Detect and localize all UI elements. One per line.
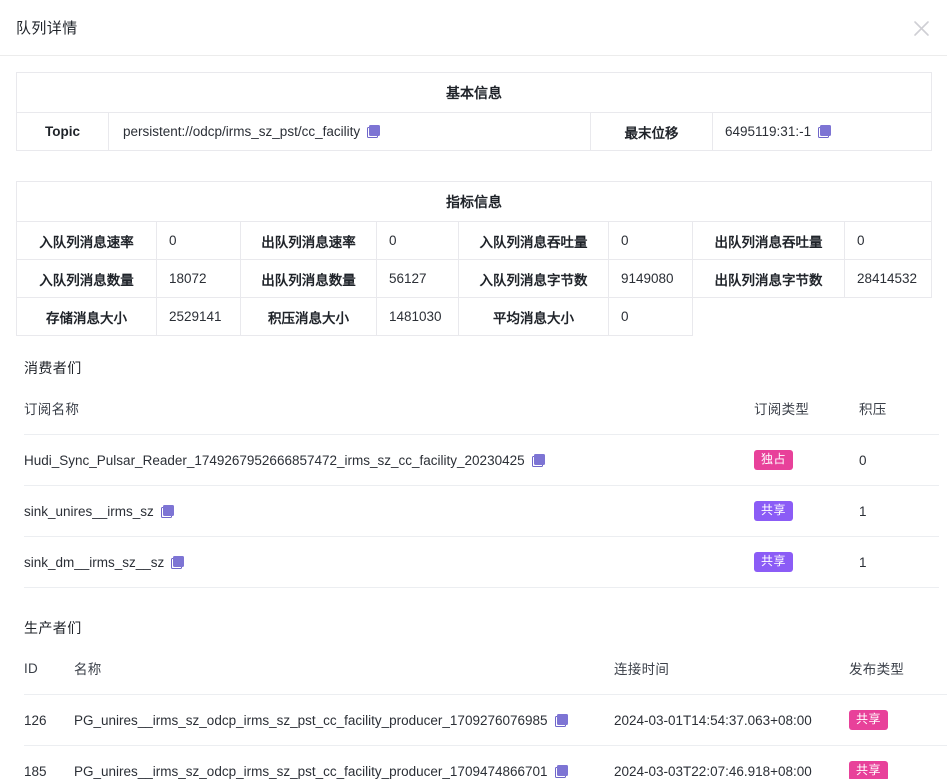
metric-value: 0	[844, 221, 932, 260]
status-badge: 独占	[754, 450, 794, 470]
topic-value: persistent://odcp/irms_sz_pst/cc_facilit…	[108, 112, 591, 151]
metric-value: 18072	[156, 259, 241, 298]
producer-name-text: PG_unires__irms_sz_odcp_irms_sz_pst_cc_f…	[74, 712, 548, 728]
producer-name-text: PG_unires__irms_sz_odcp_irms_sz_pst_cc_f…	[74, 763, 548, 779]
subscription-name-text: sink_dm__irms_sz__sz	[24, 554, 165, 570]
status-badge: 共享	[849, 761, 889, 779]
metrics-caption: 指标信息	[16, 181, 932, 222]
column-header-id: ID	[24, 658, 74, 695]
table-row: 入队列消息数量 18072 出队列消息数量 56127 入队列消息字节数 914…	[16, 259, 932, 298]
copy-icon[interactable]	[160, 504, 174, 518]
column-header-backlog: 积压	[859, 398, 939, 435]
topic-label: Topic	[16, 112, 109, 151]
column-header-subscription-name: 订阅名称	[24, 398, 754, 435]
column-header-subscription-type: 订阅类型	[754, 398, 859, 435]
subscription-type-cell: 独占	[754, 434, 859, 486]
metrics-table: 指标信息 入队列消息速率 0 出队列消息速率 0 入队列消息吞吐量 0 出队列消…	[16, 181, 932, 336]
copy-icon[interactable]	[554, 713, 568, 727]
producer-name-cell: PG_unires__irms_sz_odcp_irms_sz_pst_cc_f…	[74, 694, 614, 746]
table-row: Topic persistent://odcp/irms_sz_pst/cc_f…	[16, 112, 932, 151]
subscription-type-cell: 共享	[754, 536, 859, 588]
page-title: 队列详情	[16, 20, 78, 37]
metric-label: 存储消息大小	[16, 297, 157, 336]
table-header-row: ID 名称 连接时间 发布类型	[24, 658, 947, 695]
metric-label: 平均消息大小	[458, 297, 609, 336]
copy-icon[interactable]	[367, 125, 381, 138]
backlog-cell: 1	[859, 485, 939, 537]
producers-section: 生产者们 ID 名称 连接时间 发布类型 126 PG_unir	[16, 618, 947, 779]
basic-info-table: 基本信息 Topic persistent://odcp/irms_sz_pst…	[16, 72, 932, 151]
metric-label: 出队列消息字节数	[692, 259, 845, 298]
topic-text: persistent://odcp/irms_sz_pst/cc_facilit…	[123, 124, 361, 139]
subscription-name-text: sink_unires__irms_sz	[24, 503, 154, 519]
dialog-body: 基本信息 Topic persistent://odcp/irms_sz_pst…	[0, 72, 947, 779]
copy-icon[interactable]	[818, 125, 832, 138]
producer-type-cell: 共享	[849, 694, 947, 746]
table-row: 指标信息	[16, 181, 932, 222]
table-row: 入队列消息速率 0 出队列消息速率 0 入队列消息吞吐量 0 出队列消息吞吐量 …	[16, 221, 932, 260]
subscription-name-cell: sink_dm__irms_sz__sz	[24, 536, 754, 588]
subscription-name-cell: Hudi_Sync_Pulsar_Reader_1749267952666857…	[24, 434, 754, 486]
table-row: 185 PG_unires__irms_sz_odcp_irms_sz_pst_…	[24, 745, 947, 779]
table-row: Hudi_Sync_Pulsar_Reader_1749267952666857…	[24, 434, 939, 486]
metric-value: 1481030	[376, 297, 459, 336]
table-row: 126 PG_unires__irms_sz_odcp_irms_sz_pst_…	[24, 694, 947, 746]
metric-value: 0	[608, 297, 693, 336]
empty-cell	[692, 297, 845, 336]
table-row: 基本信息	[16, 72, 932, 113]
copy-icon[interactable]	[531, 453, 545, 467]
metric-label: 入队列消息速率	[16, 221, 157, 260]
table-row: sink_dm__irms_sz__sz 共享 1	[24, 536, 939, 588]
empty-cell	[844, 297, 932, 336]
backlog-cell: 0	[859, 434, 939, 486]
metric-label: 出队列消息吞吐量	[692, 221, 845, 260]
consumers-section-title: 消费者们	[24, 360, 82, 376]
consumers-section: 消费者们 订阅名称 订阅类型 积压 Hudi_Sync_Pulsar_Reade…	[16, 358, 939, 588]
backlog-cell: 1	[859, 536, 939, 588]
metric-label: 入队列消息字节数	[458, 259, 609, 298]
metric-value: 0	[608, 221, 693, 260]
column-header-name: 名称	[74, 658, 614, 695]
metric-label: 入队列消息吞吐量	[458, 221, 609, 260]
producer-id-cell: 185	[24, 745, 74, 779]
close-icon[interactable]	[909, 16, 933, 40]
last-offset-text: 6495119:31:-1	[725, 124, 812, 139]
table-row: 存储消息大小 2529141 积压消息大小 1481030 平均消息大小 0	[16, 297, 932, 336]
consumers-table: 订阅名称 订阅类型 积压 Hudi_Sync_Pulsar_Reader_174…	[24, 398, 939, 588]
copy-icon[interactable]	[554, 764, 568, 778]
table-header-row: 订阅名称 订阅类型 积压	[24, 398, 939, 435]
metric-label: 出队列消息速率	[240, 221, 377, 260]
column-header-connect-time: 连接时间	[614, 658, 849, 695]
subscription-type-cell: 共享	[754, 485, 859, 537]
producer-id-cell: 126	[24, 694, 74, 746]
producer-name-cell: PG_unires__irms_sz_odcp_irms_sz_pst_cc_f…	[74, 745, 614, 779]
metric-value: 0	[156, 221, 241, 260]
status-badge: 共享	[754, 501, 794, 521]
last-offset-label: 最末位移	[590, 112, 713, 151]
metric-value: 28414532	[844, 259, 932, 298]
producers-table: ID 名称 连接时间 发布类型 126 PG_unires__irms_sz_o…	[24, 658, 947, 779]
last-offset-value: 6495119:31:-1	[712, 112, 932, 151]
metric-value: 2529141	[156, 297, 241, 336]
subscription-name-cell: sink_unires__irms_sz	[24, 485, 754, 537]
dialog-header: 队列详情	[0, 0, 947, 56]
metric-label: 出队列消息数量	[240, 259, 377, 298]
metric-value: 56127	[376, 259, 459, 298]
producer-type-cell: 共享	[849, 745, 947, 779]
subscription-name-text: Hudi_Sync_Pulsar_Reader_1749267952666857…	[24, 452, 525, 468]
metric-value: 0	[376, 221, 459, 260]
producer-connect-time-cell: 2024-03-03T22:07:46.918+08:00	[614, 745, 849, 779]
table-row: sink_unires__irms_sz 共享 1	[24, 485, 939, 537]
metric-label: 积压消息大小	[240, 297, 377, 336]
metric-label: 入队列消息数量	[16, 259, 157, 298]
status-badge: 共享	[849, 710, 889, 730]
metric-value: 9149080	[608, 259, 693, 298]
producer-connect-time-cell: 2024-03-01T14:54:37.063+08:00	[614, 694, 849, 746]
copy-icon[interactable]	[171, 555, 185, 569]
producers-section-title: 生产者们	[24, 620, 82, 636]
status-badge: 共享	[754, 552, 794, 572]
column-header-publish-type: 发布类型	[849, 658, 947, 695]
basic-info-caption: 基本信息	[16, 72, 932, 113]
